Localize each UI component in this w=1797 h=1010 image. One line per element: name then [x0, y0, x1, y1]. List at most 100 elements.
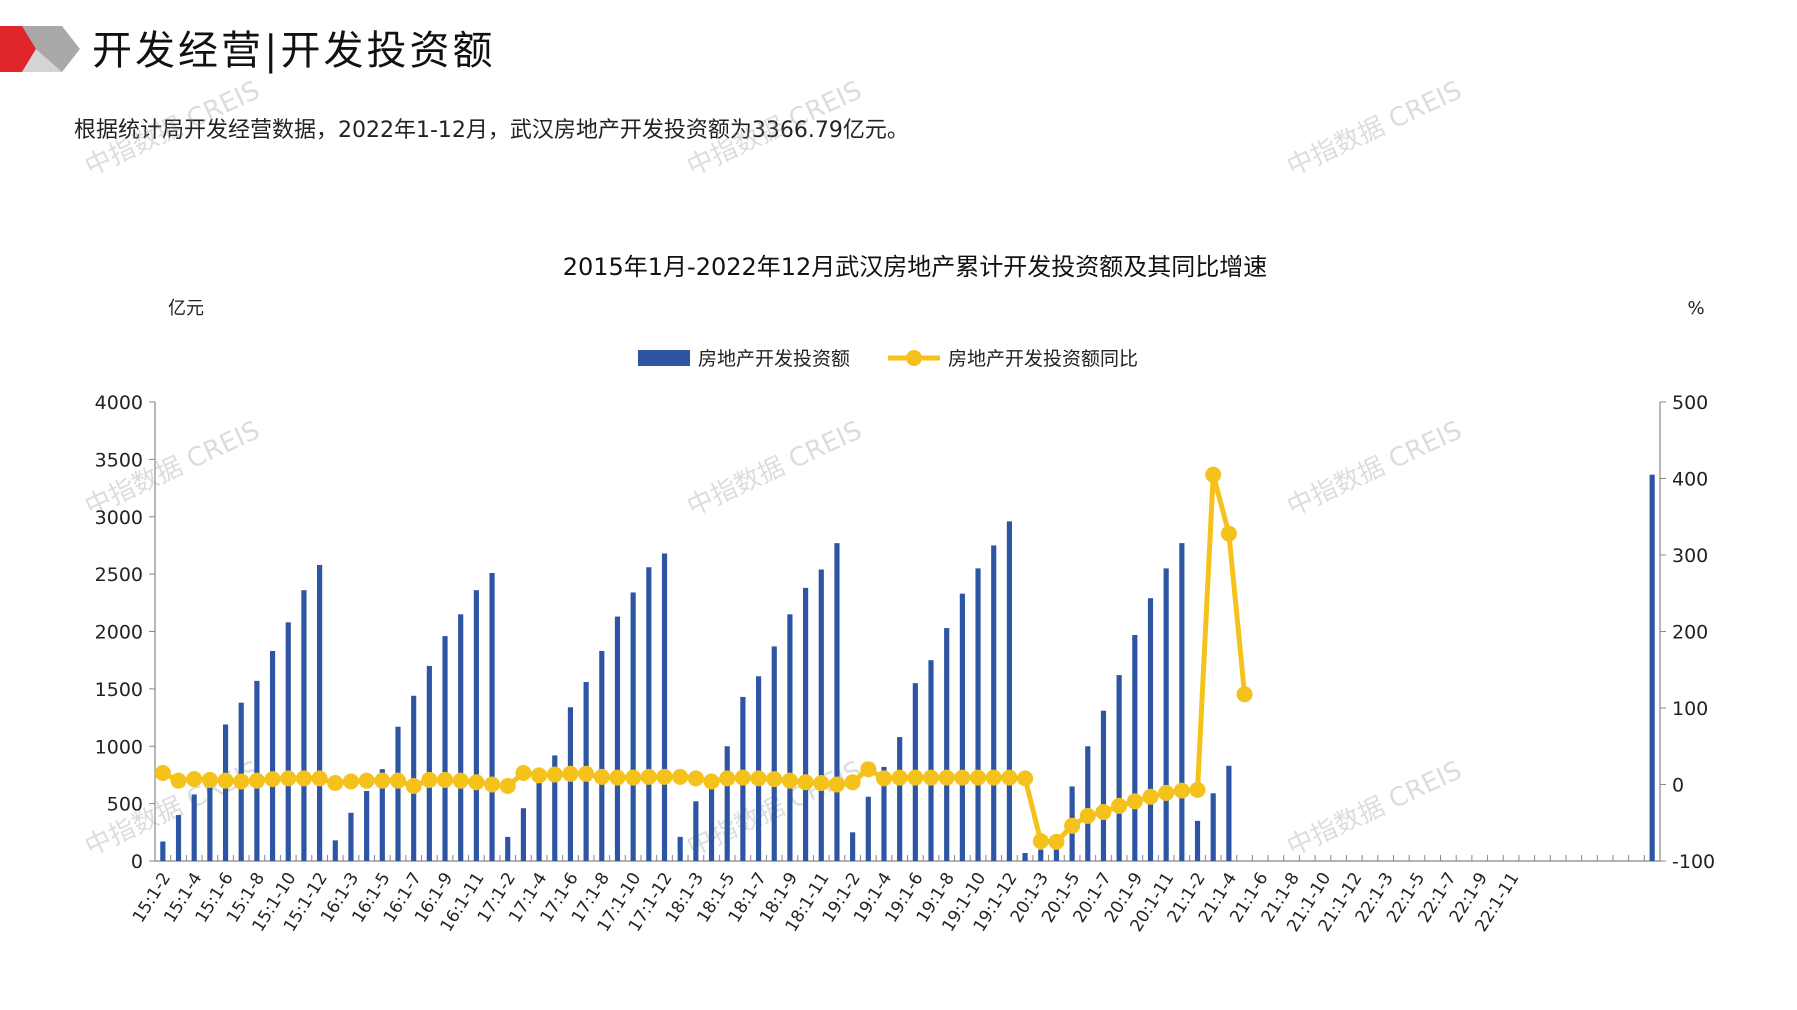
bar [1116, 675, 1122, 861]
legend-bar-swatch [638, 350, 690, 366]
bar [1022, 852, 1028, 861]
bar [928, 660, 934, 861]
bar [254, 680, 260, 861]
yoy-growth-point [766, 771, 783, 788]
chart-title: 2015年1月-2022年12月武汉房地产累计开发投资额及其同比增速 [563, 253, 1268, 281]
bar [269, 651, 276, 861]
bar [207, 777, 213, 861]
right-axis-tick-label: 0 [1672, 775, 1684, 797]
yoy-growth-point [421, 771, 438, 788]
left-axis-tick-label: 2000 [95, 622, 143, 644]
yoy-growth-point [593, 768, 610, 785]
yoy-growth-point [970, 769, 987, 786]
right-axis-tick-label: 200 [1672, 622, 1708, 644]
left-axis-tick-label: 2500 [95, 564, 143, 586]
bar [317, 564, 323, 861]
yoy-growth-point [562, 765, 579, 782]
bar [1147, 598, 1154, 861]
yoy-growth-point [1142, 788, 1159, 805]
bar [505, 836, 511, 861]
right-axis-tick-label: 500 [1672, 392, 1708, 414]
bar [661, 553, 668, 861]
bar [222, 724, 229, 861]
yoy-growth-point [1126, 793, 1143, 810]
bar [614, 616, 621, 861]
page-title: 开发经营|开发投资额 [92, 28, 496, 74]
bar [301, 590, 307, 861]
bar [975, 568, 981, 861]
bar [1194, 820, 1201, 861]
bar [834, 543, 840, 861]
axes: 0 500 1000 1500 2000 2500 3000 3500 4000 -100 0 100… [95, 392, 1715, 873]
bar [1179, 543, 1185, 861]
right-axis-tick-label: 100 [1672, 698, 1708, 720]
yoy-growth-point [248, 772, 265, 789]
yoy-growth-point [985, 769, 1002, 786]
yoy-growth-point [405, 778, 422, 795]
bar [395, 726, 401, 861]
yoy-growth-point [389, 772, 406, 789]
bar [693, 801, 699, 861]
bar [520, 808, 526, 861]
bar [285, 622, 291, 861]
yoy-growth-point [311, 770, 328, 787]
yoy-growth-point [1095, 804, 1112, 821]
bar [364, 791, 370, 861]
yoy-growth-point [687, 770, 704, 787]
bar [191, 794, 197, 861]
yoy-growth-point [468, 774, 485, 791]
yoy-growth-point [672, 768, 689, 785]
yoy-growth-point [546, 766, 563, 783]
bar [348, 812, 354, 861]
yoy-growth-point [719, 770, 736, 787]
yoy-growth-point [201, 771, 218, 788]
yoy-growth-point [1236, 686, 1253, 703]
legend-line-label: 房地产开发投资额同比 [948, 348, 1138, 370]
yoy-growth-point [1017, 770, 1034, 787]
yoy-growth-point [625, 769, 642, 786]
bar [771, 646, 777, 861]
bar [458, 614, 464, 861]
yoy-growth-point [891, 769, 908, 786]
yoy-growth-point [1048, 833, 1065, 850]
line-series [154, 466, 1253, 850]
yoy-growth-point [609, 769, 626, 786]
bar [489, 572, 495, 861]
yoy-growth-point [875, 770, 892, 787]
yoy-growth-point [217, 772, 234, 789]
yoy-growth-point [1064, 817, 1081, 834]
bar [803, 587, 809, 861]
bar [881, 766, 887, 861]
brand-logo-mark [0, 26, 80, 72]
yoy-growth-point [280, 770, 297, 787]
yoy-growth-point [1173, 782, 1190, 799]
yoy-growth-point [531, 767, 548, 784]
x-axis-ticks: 15:1-215:1-415:1-615:1-815:1-1015:1-1216… [129, 869, 1523, 936]
yoy-growth-point [170, 772, 187, 789]
bar [1649, 474, 1655, 861]
bar [599, 651, 605, 861]
yoy-growth-point [515, 765, 532, 782]
yoy-growth-point [797, 774, 814, 791]
bar [160, 841, 166, 861]
bar [897, 737, 903, 861]
bar [1038, 849, 1044, 861]
bar-series [160, 474, 1655, 861]
bar [175, 815, 182, 861]
yoy-growth-point [578, 765, 595, 782]
yoy-growth-point [1079, 807, 1096, 824]
bar [1006, 521, 1012, 861]
yoy-growth-point [781, 772, 798, 789]
bar [1132, 634, 1138, 861]
bar [426, 665, 432, 861]
yoy-growth-point [186, 771, 203, 788]
bar [630, 592, 636, 861]
yoy-growth-point [499, 778, 516, 795]
left-axis-tick-label: 1500 [95, 679, 143, 701]
bar [724, 746, 730, 861]
yoy-growth-point [374, 772, 391, 789]
left-axis-tick-label: 4000 [95, 392, 143, 414]
yoy-growth-point [295, 770, 312, 787]
left-axis-tick-label: 1000 [95, 736, 143, 758]
bar [944, 628, 950, 861]
